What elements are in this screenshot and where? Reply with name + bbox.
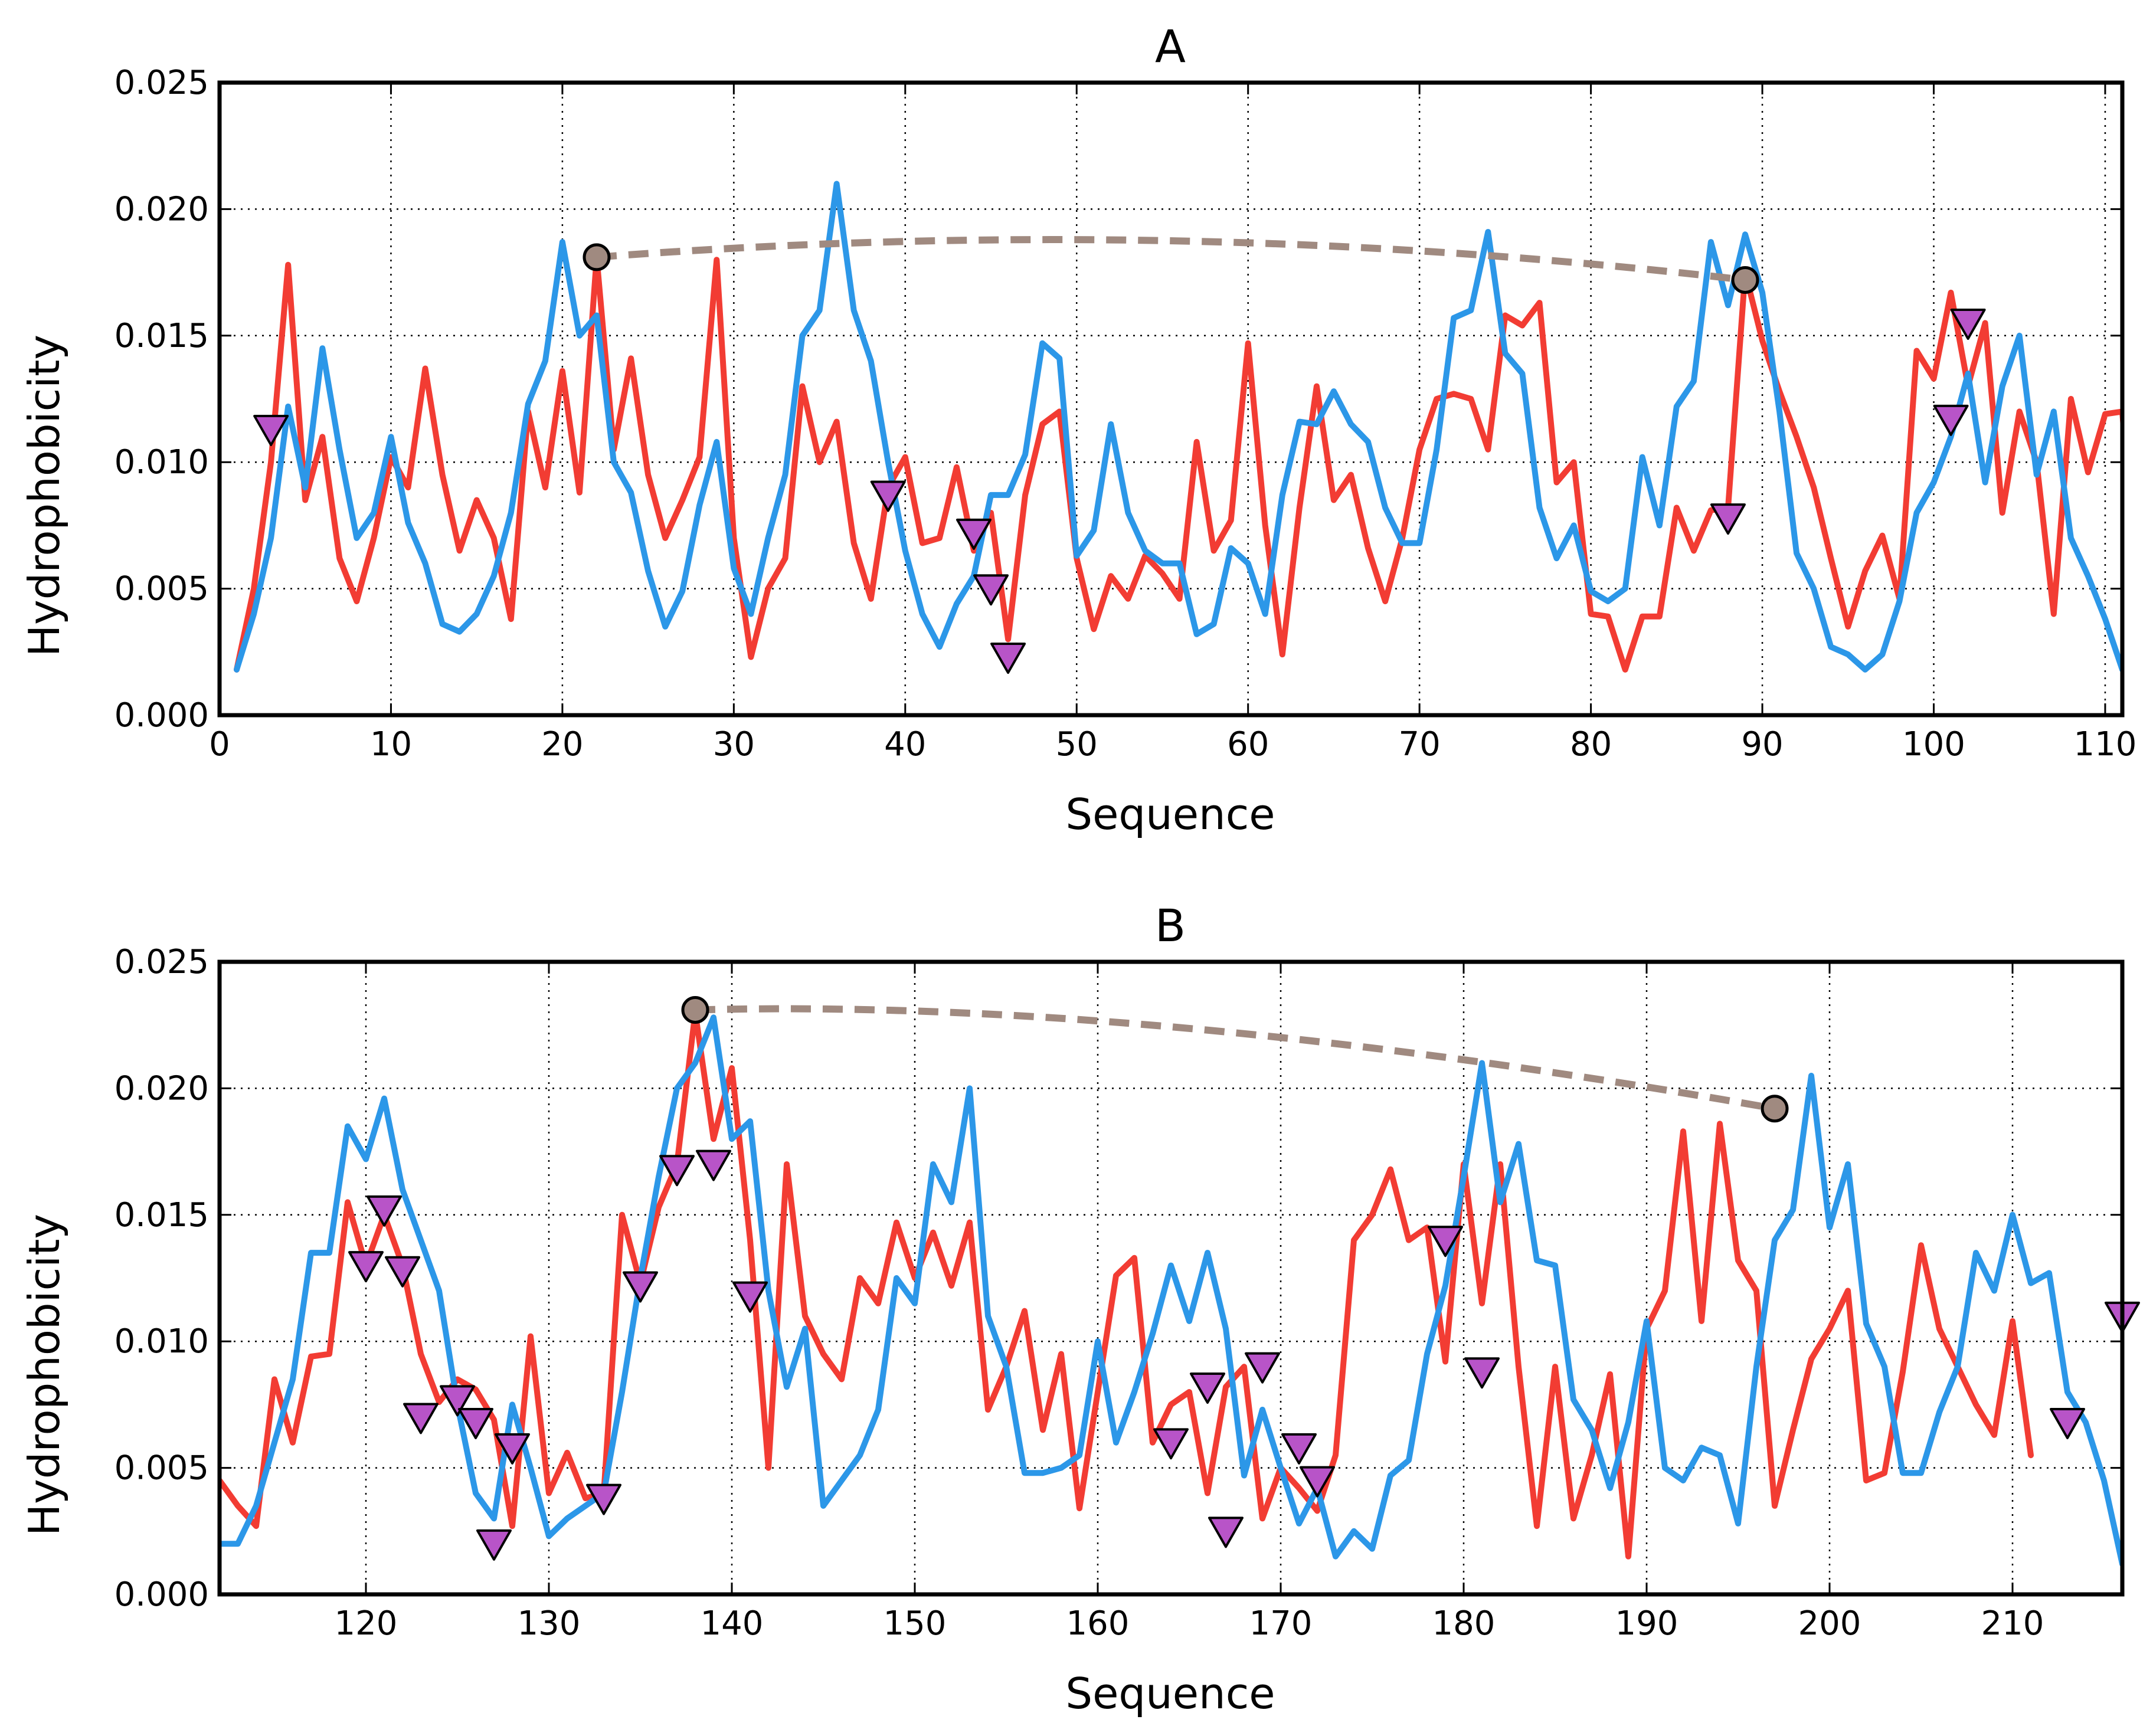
connector-arc xyxy=(596,236,1746,284)
triangle-marker xyxy=(495,1433,530,1465)
triangle-marker xyxy=(1153,1428,1189,1460)
triangle-marker xyxy=(1464,1357,1500,1389)
triangle-marker xyxy=(403,1403,439,1434)
triangle-marker xyxy=(253,415,289,447)
x-tick-label: 170 xyxy=(1249,1604,1313,1643)
triangle-marker xyxy=(1710,503,1746,535)
x-tick-label: 160 xyxy=(1066,1604,1130,1643)
triangle-marker xyxy=(440,1385,475,1417)
connector-endpoint xyxy=(1731,266,1759,294)
triangle-marker xyxy=(1245,1352,1280,1384)
x-tick-label: 80 xyxy=(1570,725,1612,764)
y-tick-label: 0.005 xyxy=(114,570,209,608)
panel-a-ylabel: Hydrophobicity xyxy=(19,335,69,657)
triangle-marker xyxy=(385,1256,420,1288)
x-tick-label: 0 xyxy=(209,725,230,764)
connector-endpoint xyxy=(583,243,611,271)
triangle-marker xyxy=(1428,1226,1463,1257)
triangle-marker xyxy=(348,1251,384,1283)
triangle-marker xyxy=(586,1483,621,1515)
x-tick-label: 120 xyxy=(335,1604,398,1643)
panel-b-title: B xyxy=(1155,899,1186,952)
x-tick-label: 70 xyxy=(1399,725,1441,764)
y-tick-label: 0.025 xyxy=(114,64,209,102)
triangle-marker xyxy=(1281,1433,1317,1465)
x-tick-label: 200 xyxy=(1798,1604,1861,1643)
x-tick-label: 30 xyxy=(713,725,755,764)
x-tick-label: 40 xyxy=(884,725,926,764)
triangle-marker xyxy=(476,1529,512,1561)
triangle-marker xyxy=(1933,404,1969,436)
panel-a-xlabel: Sequence xyxy=(1065,790,1275,839)
panel-a-title: A xyxy=(1155,20,1186,73)
x-tick-label: 190 xyxy=(1615,1604,1678,1643)
series-red-line xyxy=(220,1009,2034,1560)
y-tick-label: 0.025 xyxy=(114,943,209,981)
x-tick-label: 150 xyxy=(884,1604,947,1643)
y-tick-label: 0.000 xyxy=(114,1575,209,1614)
y-tick-label: 0.010 xyxy=(114,1322,209,1361)
series-blue-line xyxy=(220,1014,2122,1567)
triangle-marker xyxy=(870,480,906,512)
y-tick-label: 0.015 xyxy=(114,317,209,355)
y-tick-label: 0.010 xyxy=(114,443,209,482)
triangle-marker xyxy=(1950,308,1986,340)
x-tick-label: 20 xyxy=(541,725,583,764)
triangle-marker xyxy=(458,1408,493,1440)
triangle-marker xyxy=(367,1195,402,1227)
y-tick-label: 0.020 xyxy=(114,190,209,228)
triangle-marker xyxy=(990,642,1026,674)
y-tick-label: 0.015 xyxy=(114,1196,209,1234)
panel-b-xlabel: Sequence xyxy=(1065,1669,1275,1718)
x-tick-label: 110 xyxy=(2074,725,2137,764)
connector-endpoint xyxy=(681,995,709,1024)
series-red-line xyxy=(234,254,2122,673)
series-blue-line xyxy=(234,181,2122,673)
series-group xyxy=(220,1009,2122,1567)
y-tick-label: 0.020 xyxy=(114,1069,209,1108)
triangle-marker xyxy=(659,1155,695,1187)
x-tick-label: 100 xyxy=(1902,725,1965,764)
x-tick-label: 130 xyxy=(518,1604,581,1643)
y-tick-label: 0.005 xyxy=(114,1449,209,1488)
triangle-marker xyxy=(696,1149,731,1181)
plot-frame xyxy=(217,959,2125,1597)
triangle-marker xyxy=(1208,1516,1244,1548)
panel-b-ylabel: Hydrophobicity xyxy=(19,1214,69,1536)
connector-arc xyxy=(695,1005,1776,1112)
triangle-marker xyxy=(956,518,992,550)
triangle-marker xyxy=(732,1281,768,1313)
triangle-marker xyxy=(2050,1408,2085,1440)
y-tick-label: 0.000 xyxy=(114,696,209,735)
triangle-marker xyxy=(623,1271,658,1303)
x-tick-label: 180 xyxy=(1432,1604,1496,1643)
panel-b: B Sequence Hydrophobicity 0.000 0.005 0.01… xyxy=(19,899,2140,1718)
x-tick-label: 60 xyxy=(1227,725,1269,764)
series-group xyxy=(234,181,2122,673)
triangle-marker xyxy=(1190,1372,1225,1404)
plot-frame xyxy=(217,80,2125,718)
panel-a: A Sequence Hydrophobicity 0.000 0.005 0.01… xyxy=(19,20,2137,839)
triangle-marker xyxy=(1300,1466,1335,1498)
x-tick-label: 140 xyxy=(701,1604,764,1643)
x-tick-label: 50 xyxy=(1056,725,1098,764)
connector-endpoint xyxy=(1761,1095,1789,1123)
x-tick-label: 210 xyxy=(1981,1604,2044,1643)
x-tick-label: 10 xyxy=(370,725,412,764)
triangle-marker xyxy=(973,574,1009,606)
x-tick-label: 90 xyxy=(1741,725,1783,764)
